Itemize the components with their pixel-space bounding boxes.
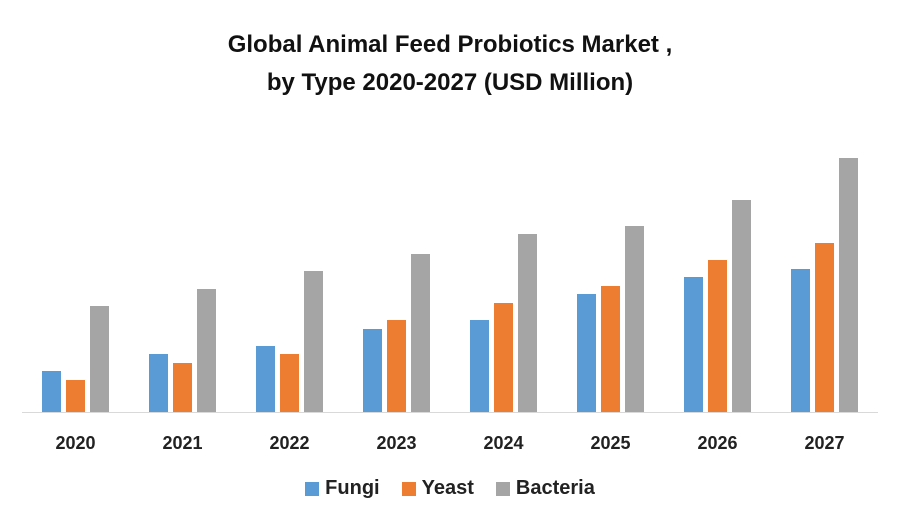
bar-fungi-2024 xyxy=(470,320,489,412)
bar-bacteria-2020 xyxy=(90,306,109,412)
legend-swatch-bacteria xyxy=(495,481,510,496)
bar-fungi-2026 xyxy=(684,277,703,412)
bar-fungi-2020 xyxy=(42,371,61,412)
legend-item-bacteria: Bacteria xyxy=(495,477,595,500)
x-tick-label-2026: 2026 xyxy=(697,433,737,453)
bar-yeast-2021 xyxy=(173,363,192,412)
bar-bacteria-2027 xyxy=(839,158,858,412)
bar-yeast-2027 xyxy=(815,243,834,412)
bar-bacteria-2025 xyxy=(625,226,644,412)
legend-swatch-yeast xyxy=(401,481,416,496)
bar-bacteria-2024 xyxy=(518,234,537,412)
legend-swatch-fungi xyxy=(305,481,320,496)
bar-yeast-2023 xyxy=(387,320,406,412)
legend-label-yeast: Yeast xyxy=(421,477,474,499)
bar-fungi-2022 xyxy=(256,346,275,412)
bar-yeast-2026 xyxy=(708,260,727,412)
x-tick-label-2025: 2025 xyxy=(590,433,630,453)
chart-title: Global Animal Feed Probiotics Market , b… xyxy=(0,26,900,102)
bar-yeast-2024 xyxy=(494,303,513,412)
bar-yeast-2022 xyxy=(280,354,299,412)
legend-item-fungi: Fungi xyxy=(305,477,380,500)
bar-yeast-2020 xyxy=(66,380,85,412)
legend-label-bacteria: Bacteria xyxy=(515,477,595,499)
bar-bacteria-2021 xyxy=(197,289,216,412)
bar-fungi-2027 xyxy=(791,269,810,412)
legend-item-yeast: Yeast xyxy=(401,477,474,500)
chart-title-line1: Global Animal Feed Probiotics Market , xyxy=(227,31,673,58)
x-tick-label-2021: 2021 xyxy=(162,433,202,453)
x-tick-label-2024: 2024 xyxy=(483,433,523,453)
bar-bacteria-2026 xyxy=(732,200,751,412)
bar-fungi-2023 xyxy=(363,329,382,412)
bar-yeast-2025 xyxy=(601,286,620,412)
bar-bacteria-2022 xyxy=(304,271,323,412)
bar-fungi-2025 xyxy=(577,294,596,412)
x-tick-label-2022: 2022 xyxy=(269,433,309,453)
chart-title-line2: by Type 2020-2027 (USD Million) xyxy=(266,69,634,96)
legend: Fungi Yeast Bacteria xyxy=(0,477,900,500)
legend-label-fungi: Fungi xyxy=(325,477,380,499)
x-tick-label-2020: 2020 xyxy=(55,433,95,453)
x-tick-label-2027: 2027 xyxy=(804,433,844,453)
bar-fungi-2021 xyxy=(149,354,168,412)
bar-bacteria-2023 xyxy=(411,254,430,412)
x-tick-label-2023: 2023 xyxy=(376,433,416,453)
